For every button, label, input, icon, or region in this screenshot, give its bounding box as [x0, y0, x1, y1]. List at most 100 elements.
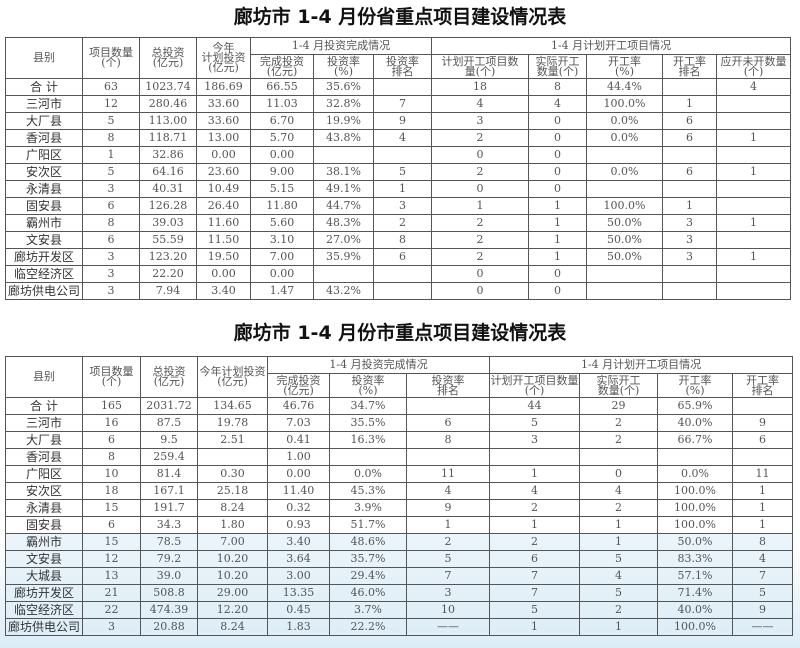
- value-cell: 9: [405, 499, 491, 517]
- table1-title: 廊坊市 1-4 月份省重点项目建设情况表: [233, 6, 567, 28]
- value-cell: 0.00: [196, 265, 251, 283]
- value-cell: [662, 265, 718, 283]
- county-name-cell: 霸州市: [5, 533, 83, 551]
- value-cell: 35.5%: [329, 414, 407, 432]
- value-cell: 23.60: [196, 163, 251, 181]
- value-cell: 50.0%: [657, 533, 734, 551]
- value-cell: 9: [732, 414, 794, 432]
- column-header: 投资率 排名: [372, 54, 433, 79]
- value-cell: 4: [372, 129, 433, 147]
- value-cell: 8: [405, 431, 491, 449]
- value-cell: 1: [732, 516, 794, 534]
- value-cell: 186.69: [196, 78, 251, 96]
- value-cell: 22.2%: [329, 618, 407, 636]
- value-cell: 100.0%: [657, 618, 734, 636]
- value-cell: 2: [489, 499, 581, 517]
- value-cell: 0: [579, 465, 659, 483]
- column-header: 今年计划投资(亿元): [197, 356, 268, 398]
- value-cell: 66.55: [250, 78, 314, 96]
- column-header: 投资率 排名: [405, 373, 491, 398]
- value-cell: 7.03: [267, 414, 330, 432]
- value-cell: 0.00: [267, 465, 330, 483]
- value-cell: 3.10: [250, 231, 314, 249]
- column-header: 投资率 (%): [313, 54, 374, 79]
- value-cell: 6: [82, 516, 141, 534]
- value-cell: 9: [732, 601, 794, 619]
- county-name-cell: 固安县: [5, 516, 83, 534]
- county-name-cell: 大厂县: [5, 431, 83, 449]
- value-cell: 2: [405, 533, 491, 551]
- value-cell: 100.0%: [657, 516, 734, 534]
- value-cell: 29.00: [197, 584, 268, 602]
- value-cell: 44: [489, 397, 581, 415]
- value-cell: [586, 265, 664, 283]
- value-cell: 8: [82, 214, 140, 232]
- value-cell: 50.0%: [586, 231, 664, 249]
- county-name-cell: 安次区: [5, 163, 83, 181]
- value-cell: 79.2: [140, 550, 198, 568]
- value-cell: 48.3%: [313, 214, 374, 232]
- value-cell: 34.3: [140, 516, 198, 534]
- county-name-cell: 广阳区: [5, 146, 83, 164]
- value-cell: 0: [528, 282, 588, 300]
- value-cell: 6: [662, 163, 718, 181]
- value-cell: 40.0%: [657, 601, 734, 619]
- total-row: 合 计 165 2031.72 134.65 46.76 34.7% 44 29 65.9%: [5, 397, 794, 415]
- value-cell: ——: [732, 618, 794, 636]
- value-cell: 1: [489, 465, 581, 483]
- value-cell: 39.03: [139, 214, 197, 232]
- value-cell: [329, 448, 407, 466]
- value-cell: 0: [528, 265, 588, 283]
- column-header: 总投资 (亿元): [139, 37, 197, 79]
- value-cell: 55.59: [139, 231, 197, 249]
- municipal-projects-table: 县别 项目数量 (个) 总投资 (亿元) 今年计划投资 (亿元) 1-4 月投资完成情况 1-4…: [5, 356, 794, 636]
- value-cell: 0: [431, 265, 530, 283]
- value-cell: 13: [82, 567, 141, 585]
- county-name-cell: 香河县: [5, 129, 83, 147]
- value-cell: [197, 448, 268, 466]
- table-row: 文安县 6 55.59 11.50 3.10 27.0% 8 2 1 50.0% 3: [5, 231, 792, 249]
- value-cell: [372, 146, 433, 164]
- table-row: 固安县 6 126.28 26.40 11.80 44.7% 3 1 1 100.0% 1: [5, 197, 792, 215]
- value-cell: 25.18: [197, 482, 268, 500]
- total-row: 合 计 63 1023.74 186.69 66.55 35.6% 18 8 44.4% 4: [5, 78, 792, 96]
- column-header: 计划开工项目数量(个): [431, 54, 530, 79]
- value-cell: 19.9%: [313, 112, 374, 130]
- value-cell: [716, 180, 792, 198]
- value-cell: 2: [431, 248, 530, 266]
- column-header: 总投资 (亿元): [140, 356, 198, 398]
- value-cell: [313, 265, 374, 283]
- county-name-cell: 临空经济区: [5, 601, 83, 619]
- value-cell: 1.83: [267, 618, 330, 636]
- value-cell: 10.49: [196, 180, 251, 198]
- value-cell: 43.2%: [313, 282, 374, 300]
- value-cell: 3.7%: [329, 601, 407, 619]
- value-cell: 45.3%: [329, 482, 407, 500]
- value-cell: 1: [372, 180, 433, 198]
- column-header: 今年计划投资(亿元): [196, 37, 251, 79]
- value-cell: 1: [662, 95, 718, 113]
- value-cell: [586, 180, 664, 198]
- value-cell: 10: [82, 465, 141, 483]
- value-cell: 6: [732, 431, 794, 449]
- value-cell: 87.5: [140, 414, 198, 432]
- value-cell: 7: [405, 567, 491, 585]
- value-cell: 1: [405, 516, 491, 534]
- value-cell: 0: [528, 112, 588, 130]
- column-header: 县别: [5, 37, 83, 79]
- value-cell: 3: [431, 112, 530, 130]
- value-cell: 4: [528, 95, 588, 113]
- value-cell: 5.60: [250, 214, 314, 232]
- value-cell: 3: [82, 265, 140, 283]
- value-cell: 113.00: [139, 112, 197, 130]
- value-cell: 8: [528, 78, 588, 96]
- value-cell: 3.00: [267, 567, 330, 585]
- value-cell: 1: [662, 197, 718, 215]
- table-row: 廊坊供电公司 3 7.94 3.40 1.47 43.2% 0 0: [5, 282, 792, 300]
- value-cell: 134.65: [197, 397, 268, 415]
- value-cell: 19.78: [197, 414, 268, 432]
- value-cell: [732, 397, 794, 415]
- county-name-cell: 合 计: [5, 78, 83, 96]
- table-row: 霸州市 15 78.5 7.00 3.40 48.6% 2 2 1 50.0% 8: [5, 533, 794, 551]
- value-cell: 5: [579, 550, 659, 568]
